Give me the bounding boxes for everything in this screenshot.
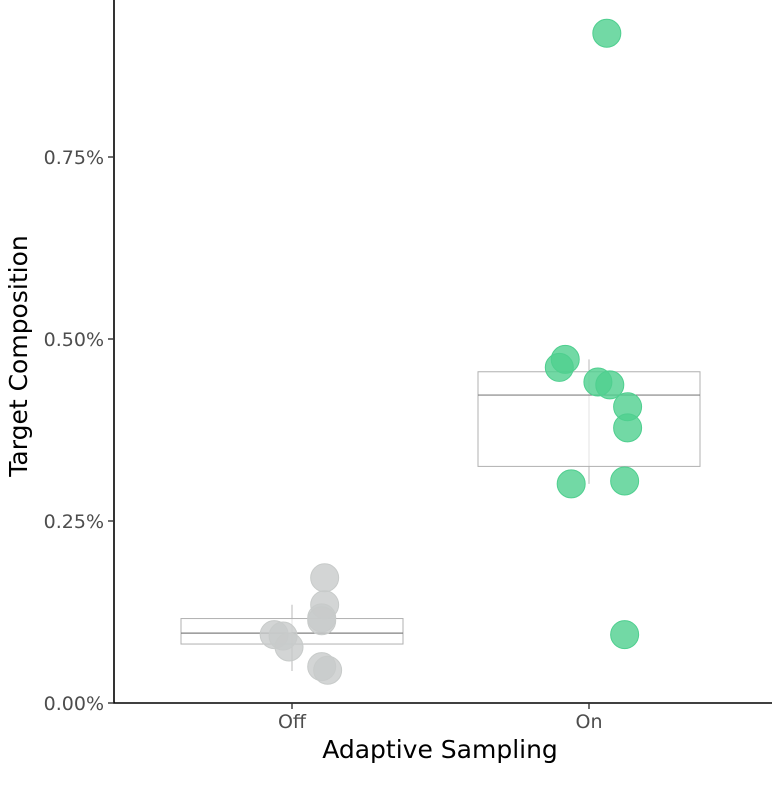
axes-layer — [113, 0, 772, 704]
y-tick-label: 0.75% — [44, 147, 104, 169]
data-point — [274, 632, 304, 662]
data-point — [610, 466, 640, 496]
y-tick-label: 0.50% — [44, 329, 104, 351]
data-point — [310, 563, 340, 593]
data-point — [307, 606, 337, 636]
data-point — [313, 655, 343, 685]
data-point — [595, 370, 625, 400]
data-point — [610, 620, 640, 650]
data-point — [556, 469, 586, 499]
x-tick-label: Off — [278, 711, 307, 733]
y-tick-layer: 0.00% 0.25% 0.50% 0.75% — [44, 147, 114, 715]
data-point — [592, 18, 622, 48]
data-point — [544, 352, 574, 382]
x-tick-label: On — [576, 711, 603, 733]
y-tick-label: 0.25% — [44, 511, 104, 533]
y-tick-label: 0.00% — [44, 693, 104, 715]
y-axis-title: Target Composition — [4, 235, 33, 477]
x-tick-layer: Off On — [278, 703, 603, 733]
x-axis-title: Adaptive Sampling — [322, 735, 558, 764]
data-point — [613, 413, 643, 443]
points-layer — [259, 18, 643, 685]
